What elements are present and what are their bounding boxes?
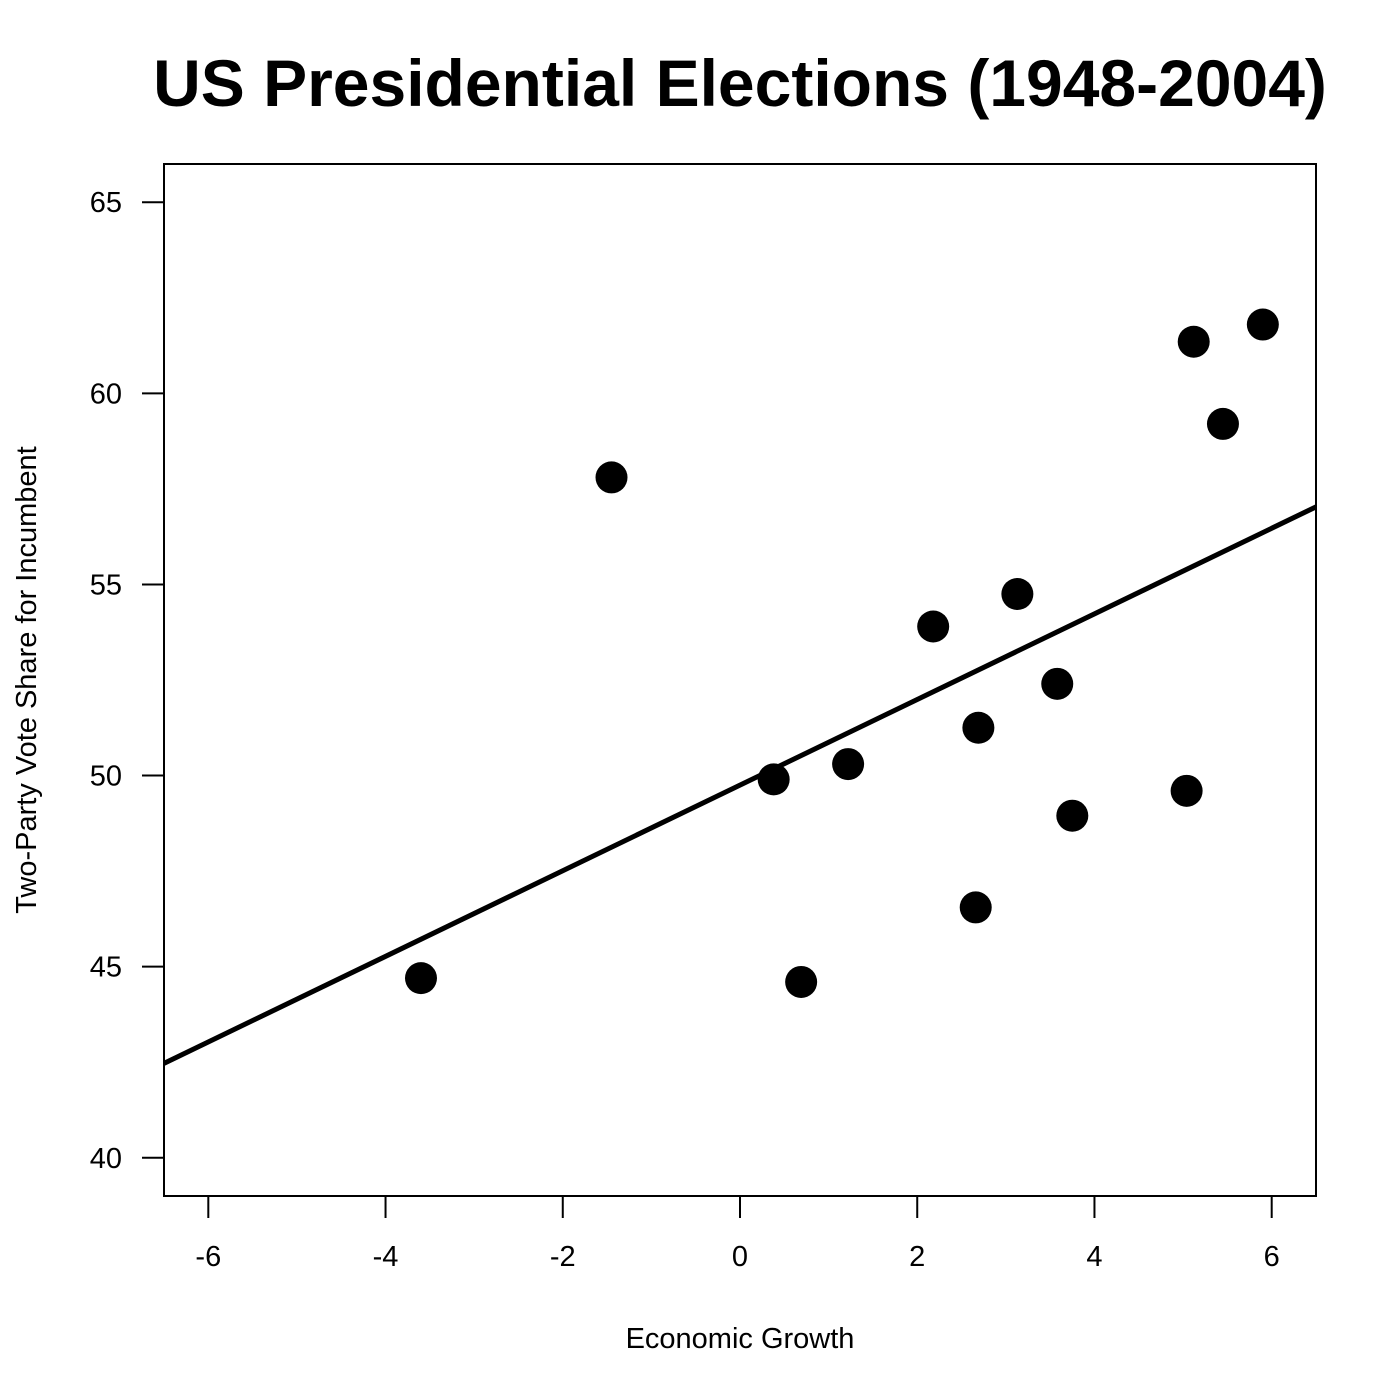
y-tick-label: 45 bbox=[90, 952, 122, 984]
y-axis-label: Two-Party Vote Share for Incumbent bbox=[11, 446, 43, 913]
y-tick-label: 65 bbox=[90, 187, 122, 219]
x-tick-label: -2 bbox=[550, 1241, 576, 1273]
data-point bbox=[1001, 578, 1034, 610]
x-tick-label: 4 bbox=[1086, 1241, 1102, 1273]
x-axis-label: Economic Growth bbox=[626, 1323, 855, 1355]
data-point bbox=[1041, 667, 1074, 700]
x-axis: -6 -4 -2 0 2 4 6 bbox=[195, 1196, 1280, 1273]
data-point bbox=[595, 461, 628, 494]
y-axis: 40 45 50 55 60 65 bbox=[90, 187, 164, 1175]
plot-frame bbox=[163, 163, 1317, 1197]
data-point bbox=[832, 748, 865, 781]
data-point bbox=[917, 610, 950, 643]
data-point bbox=[757, 763, 790, 796]
data-point bbox=[1246, 308, 1279, 341]
plot-area bbox=[162, 163, 1318, 1197]
y-tick-label: 60 bbox=[90, 378, 122, 410]
data-point bbox=[1206, 407, 1239, 440]
y-tick-label: 40 bbox=[90, 1143, 122, 1175]
data-point bbox=[1056, 799, 1089, 832]
x-tick-label: 0 bbox=[732, 1241, 748, 1273]
y-tick-label: 50 bbox=[90, 761, 122, 793]
chart-title: US Presidential Elections (1948-2004) bbox=[153, 46, 1327, 120]
data-point bbox=[962, 711, 995, 744]
x-tick-label: 2 bbox=[909, 1241, 925, 1273]
data-point bbox=[785, 965, 818, 998]
x-tick-label: -4 bbox=[373, 1241, 399, 1273]
regression-line bbox=[162, 504, 1318, 1066]
x-tick-label: -6 bbox=[195, 1241, 221, 1273]
data-point bbox=[959, 891, 992, 924]
x-tick-label: 6 bbox=[1264, 1241, 1280, 1273]
data-point bbox=[404, 962, 437, 995]
data-point bbox=[1170, 774, 1203, 807]
y-tick-label: 55 bbox=[90, 569, 122, 601]
data-point bbox=[1177, 325, 1210, 358]
